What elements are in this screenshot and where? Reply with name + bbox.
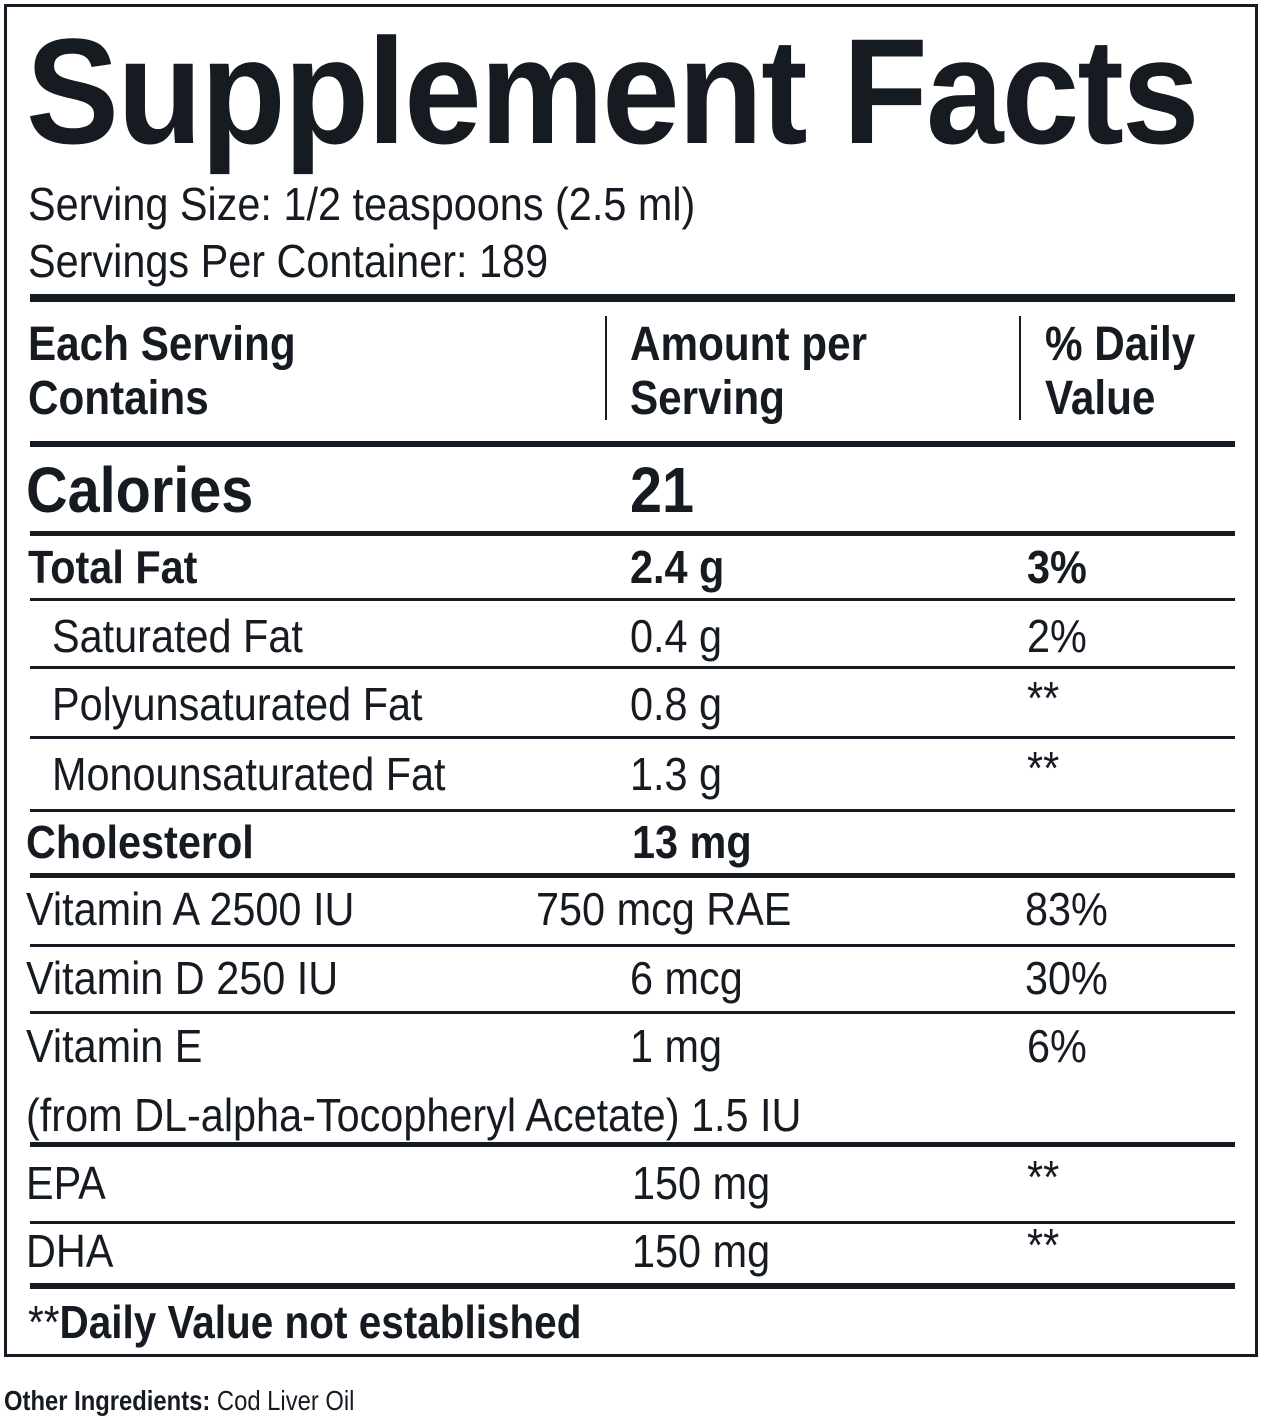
nutrient-name: Cholesterol [26,816,254,868]
nutrient-name: Monounsaturated Fat [52,748,446,800]
footnote: **Daily Value not established [28,1294,581,1350]
nutrient-name: Polyunsaturated Fat [52,678,423,730]
servings-per-container: Servings Per Container: 189 [28,235,549,287]
nutrient-amount: 13 mg [632,816,752,868]
divider [30,531,1235,536]
nutrient-amount: 1 mg [630,1020,723,1072]
header-each-serving: Each Serving Contains [28,318,296,425]
nutrient-name: EPA [26,1157,106,1209]
divider [30,1221,1235,1224]
nutrient-dv: 30% [1025,952,1108,1004]
nutrient-source-note: (from DL-alpha-Tocopheryl Acetate) 1.5 I… [26,1089,802,1141]
header-daily-value: % Daily Value [1045,318,1196,425]
nutrient-name: Vitamin D 250 IU [26,952,339,1004]
header-amount-per-serving: Amount per Serving [630,318,868,425]
divider [30,1142,1235,1147]
divider [30,944,1235,947]
nutrient-amount: 1.3 g [630,748,723,800]
nutrient-dv: ** [1027,1219,1060,1271]
serving-size: Serving Size: 1/2 teaspoons (2.5 ml) [28,178,696,230]
nutrient-dv: ** [1027,1151,1060,1203]
nutrient-name: Vitamin A 2500 IU [26,883,355,935]
label-title: Supplement Facts [26,7,1200,175]
supplement-facts-panel [4,4,1258,1357]
nutrient-amount: 150 mg [632,1225,771,1277]
divider [30,441,1235,447]
nutrient-amount: 750 mcg RAE [536,883,792,935]
other-ingredients-label: Other Ingredients: [4,1385,211,1416]
calories-label: Calories [26,454,254,526]
nutrient-name: Saturated Fat [52,610,303,662]
divider [30,666,1235,669]
calories-amount: 21 [630,454,695,526]
nutrient-amount: 6 mcg [630,952,743,1004]
column-separator [1019,316,1021,420]
divider [30,736,1235,739]
divider [30,1283,1235,1289]
other-ingredients-value: Cod Liver Oil [210,1385,355,1416]
divider [30,598,1235,601]
divider-thick [30,294,1235,302]
nutrient-dv: ** [1027,672,1060,724]
nutrient-name: DHA [26,1225,114,1277]
nutrient-name: Vitamin E [26,1020,203,1072]
other-ingredients: Other Ingredients: Cod Liver Oil [4,1384,354,1418]
footnote-marker: ** [28,1296,60,1348]
nutrient-dv: 6% [1027,1020,1087,1072]
nutrient-amount: 150 mg [632,1157,771,1209]
nutrient-dv: ** [1027,742,1060,794]
divider [30,809,1235,812]
divider [30,1011,1235,1014]
column-separator [605,316,607,420]
nutrient-name: Total Fat [28,541,198,593]
nutrient-dv: 83% [1025,883,1108,935]
nutrient-amount: 0.8 g [630,678,723,730]
nutrient-dv: 2% [1027,610,1087,662]
footnote-text: Daily Value not established [59,1296,582,1348]
divider [30,873,1235,878]
nutrient-dv: 3% [1027,541,1087,593]
nutrient-amount: 0.4 g [630,610,723,662]
nutrient-amount: 2.4 g [630,541,725,593]
